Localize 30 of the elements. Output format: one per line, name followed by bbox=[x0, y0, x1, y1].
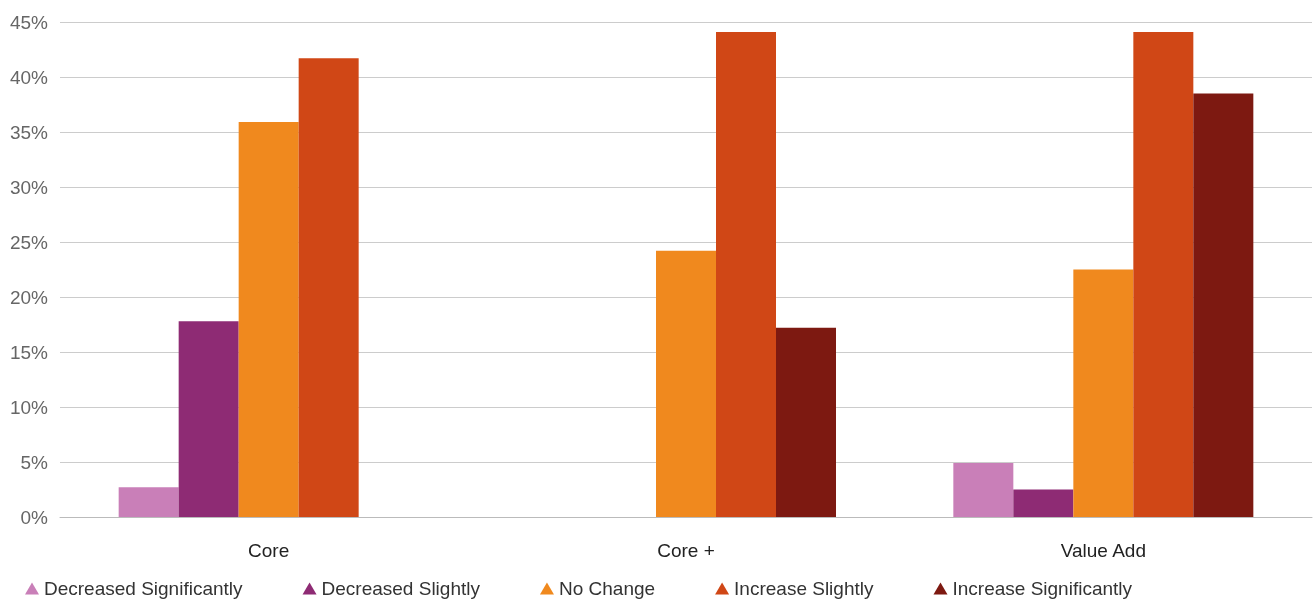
bar bbox=[776, 327, 836, 517]
legend-label: Decreased Significantly bbox=[44, 578, 244, 599]
y-tick-label: 5% bbox=[20, 451, 49, 473]
bar bbox=[1073, 269, 1134, 517]
bar bbox=[716, 31, 776, 517]
x-tick-label: Value Add bbox=[1060, 540, 1146, 561]
bar bbox=[953, 463, 1014, 517]
y-tick-label: 15% bbox=[9, 341, 49, 363]
bar bbox=[1013, 489, 1074, 517]
bar bbox=[1133, 31, 1194, 517]
legend-label: Decreased Slightly bbox=[321, 578, 481, 599]
x-tick-label: Core bbox=[248, 540, 290, 561]
bar bbox=[238, 122, 299, 517]
y-tick-label: 0% bbox=[20, 506, 49, 528]
y-tick-label: 35% bbox=[9, 121, 49, 143]
legend-label: No Change bbox=[558, 578, 656, 599]
y-tick-label: 30% bbox=[9, 176, 49, 198]
y-tick-label: 20% bbox=[9, 286, 49, 308]
bar bbox=[178, 321, 239, 517]
legend-label: Increase Significantly bbox=[952, 578, 1133, 599]
y-tick-label: 45% bbox=[9, 11, 49, 33]
y-tick-label: 10% bbox=[9, 396, 49, 418]
bar bbox=[656, 250, 716, 517]
bar bbox=[1193, 93, 1254, 517]
y-tick-label: 25% bbox=[9, 231, 49, 253]
y-tick-label: 40% bbox=[9, 66, 49, 88]
bar bbox=[118, 487, 179, 517]
bar bbox=[298, 58, 359, 517]
legend-label: Increase Slightly bbox=[734, 578, 874, 599]
x-tick-label: Core + bbox=[657, 540, 715, 561]
